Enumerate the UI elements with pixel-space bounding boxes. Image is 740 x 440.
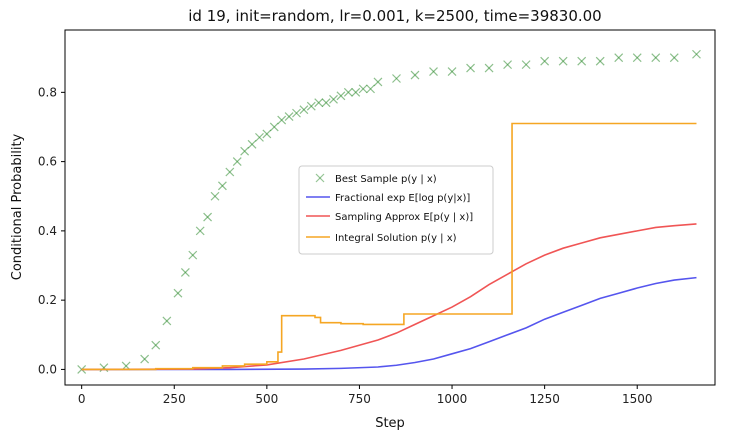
legend-item-fractional: Fractional exp E[log p(y|x)] xyxy=(306,193,470,204)
scatter-point xyxy=(373,77,383,87)
scatter-point xyxy=(521,60,531,70)
scatter-point xyxy=(180,268,190,277)
scatter-point xyxy=(343,87,353,97)
series-line xyxy=(81,276,697,371)
scatter-point xyxy=(429,67,438,76)
y-tick-label: 0.0 xyxy=(38,362,57,376)
scatter-point xyxy=(577,56,587,66)
scatter-point xyxy=(140,354,150,364)
scatter-point xyxy=(321,98,331,108)
scatter-point xyxy=(162,316,172,326)
series-layer xyxy=(77,49,701,374)
legend: Best Sample p(y | x) Fractional exp E[lo… xyxy=(298,165,494,255)
scatter-point xyxy=(366,84,375,94)
scatter-point xyxy=(614,53,624,63)
scatter-point xyxy=(299,105,309,115)
scatter-point xyxy=(277,115,287,125)
x-tick-label: 1000 xyxy=(437,392,468,406)
scatter-point xyxy=(484,63,494,73)
y-axis: 0.0 0.2 0.4 0.6 0.8 xyxy=(38,85,65,376)
series-2 xyxy=(81,223,697,371)
scatter-point xyxy=(269,122,279,132)
scatter-point xyxy=(240,146,250,156)
scatter-point xyxy=(247,139,257,149)
plot-frame xyxy=(64,29,716,386)
scatter-point xyxy=(232,157,242,167)
scatter-point xyxy=(651,53,661,63)
scatter-point xyxy=(692,49,701,59)
series-3 xyxy=(81,122,697,371)
scatter-point xyxy=(632,53,642,63)
scatter-point xyxy=(540,56,550,66)
scatter-point xyxy=(558,56,568,66)
scatter-point xyxy=(329,94,338,104)
x-axis: 0 250 500 750 1000 1250 1500 xyxy=(78,385,653,406)
legend-marker-x-icon xyxy=(315,173,325,183)
scatter-point xyxy=(447,67,457,76)
scatter-point xyxy=(410,70,420,80)
scatter-point xyxy=(99,363,109,373)
series-line-integral xyxy=(81,122,697,371)
scatter-point xyxy=(336,91,346,101)
legend-item-best-sample: Best Sample p(y | x) xyxy=(315,173,437,185)
x-tick-label: 1500 xyxy=(622,392,653,406)
legend-item-integral: Integral Solution p(y | x) xyxy=(306,233,457,244)
scatter-point xyxy=(255,132,264,142)
y-tick-label: 0.4 xyxy=(38,224,57,238)
scatter-point xyxy=(669,53,679,63)
x-tick-label: 1250 xyxy=(529,392,560,406)
y-tick-label: 0.2 xyxy=(38,293,57,307)
legend-item-sampling: Sampling Approx E[p(y | x)] xyxy=(306,212,473,223)
x-tick-label: 750 xyxy=(348,392,371,406)
legend-label-best-sample: Best Sample p(y | x) xyxy=(335,174,437,185)
x-tick-label: 0 xyxy=(78,392,86,406)
chart-title: id 19, init=random, lr=0.001, k=2500, ti… xyxy=(188,7,601,25)
legend-box xyxy=(298,165,494,255)
scatter-point xyxy=(392,74,401,83)
scatter-point xyxy=(358,84,368,94)
y-axis-label: Conditional Probability xyxy=(10,133,25,280)
scatter-point xyxy=(314,98,324,108)
scatter-point xyxy=(284,112,294,122)
scatter-point xyxy=(203,212,213,222)
scatter-point xyxy=(503,60,513,70)
scatter-point xyxy=(262,129,272,139)
series-1 xyxy=(81,276,697,371)
x-tick-label: 500 xyxy=(255,392,278,406)
x-tick-label: 250 xyxy=(163,392,186,406)
series-0 xyxy=(77,49,701,374)
scatter-point xyxy=(225,167,235,177)
scatter-point xyxy=(292,108,301,118)
scatter-point xyxy=(351,87,361,97)
scatter-point xyxy=(466,63,475,73)
scatter-point xyxy=(195,226,205,236)
scatter-point xyxy=(210,191,220,201)
legend-label-fractional: Fractional exp E[log p(y|x)] xyxy=(335,193,470,204)
scatter-point xyxy=(595,56,605,66)
series-line xyxy=(81,223,697,371)
x-axis-label: Step xyxy=(375,416,405,431)
scatter-point xyxy=(306,101,316,111)
scatter-point xyxy=(217,181,227,191)
scatter-point xyxy=(151,340,161,350)
legend-label-sampling: Sampling Approx E[p(y | x)] xyxy=(335,212,473,223)
scatter-point xyxy=(188,250,198,260)
y-tick-label: 0.8 xyxy=(38,85,57,99)
y-tick-label: 0.6 xyxy=(38,155,57,169)
scatter-point xyxy=(173,288,183,298)
legend-label-integral: Integral Solution p(y | x) xyxy=(335,233,457,244)
